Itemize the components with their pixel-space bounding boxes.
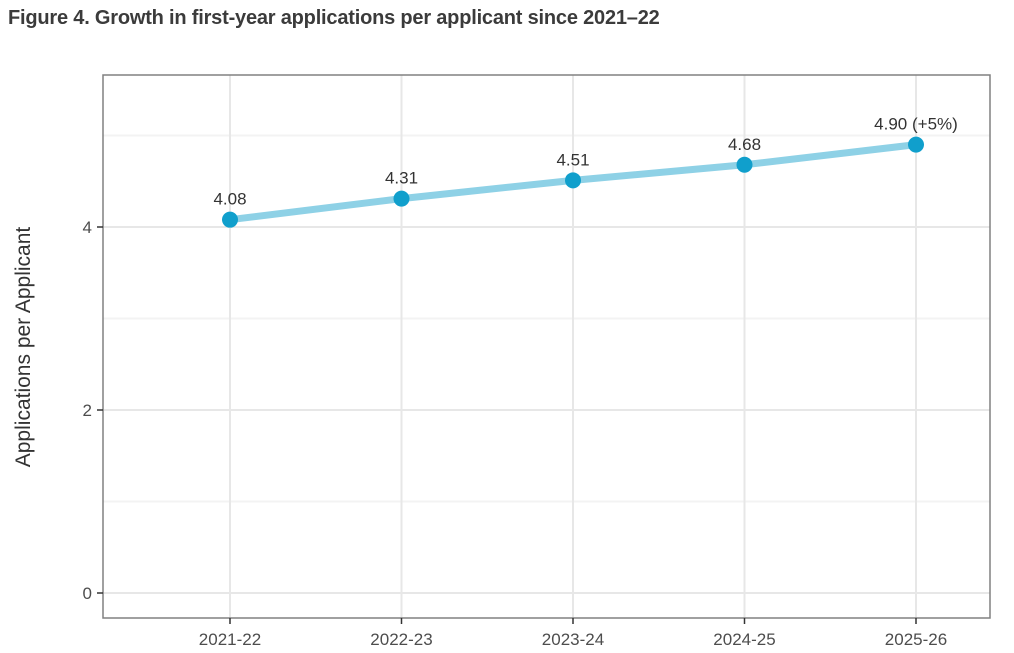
y-tick-label: 4 xyxy=(83,218,92,237)
y-tick-label: 2 xyxy=(83,401,92,420)
x-tick-label: 2023-24 xyxy=(542,630,604,649)
panel-border xyxy=(102,74,991,619)
data-point xyxy=(908,136,924,153)
x-tick-label: 2021-22 xyxy=(199,630,261,649)
y-axis-title: Applications per Applicant xyxy=(12,227,35,468)
point-label: 4.51 xyxy=(556,150,589,169)
data-point xyxy=(736,156,753,173)
data-point xyxy=(393,190,410,207)
figure-title: Figure 4. Growth in first-year applicati… xyxy=(8,7,660,29)
data-point xyxy=(565,172,581,189)
x-tick-label: 2025-26 xyxy=(885,630,947,649)
x-tick-label: 2024-25 xyxy=(713,630,775,649)
point-label: 4.68 xyxy=(728,135,761,154)
point-label: 4.08 xyxy=(213,190,246,209)
point-label: 4.31 xyxy=(385,169,418,188)
plot-panel xyxy=(103,75,990,618)
data-point xyxy=(222,211,238,228)
point-label: 4.90 (+5%) xyxy=(874,115,958,134)
x-tick-label: 2022-23 xyxy=(370,630,432,649)
y-tick-label: 0 xyxy=(83,584,92,603)
